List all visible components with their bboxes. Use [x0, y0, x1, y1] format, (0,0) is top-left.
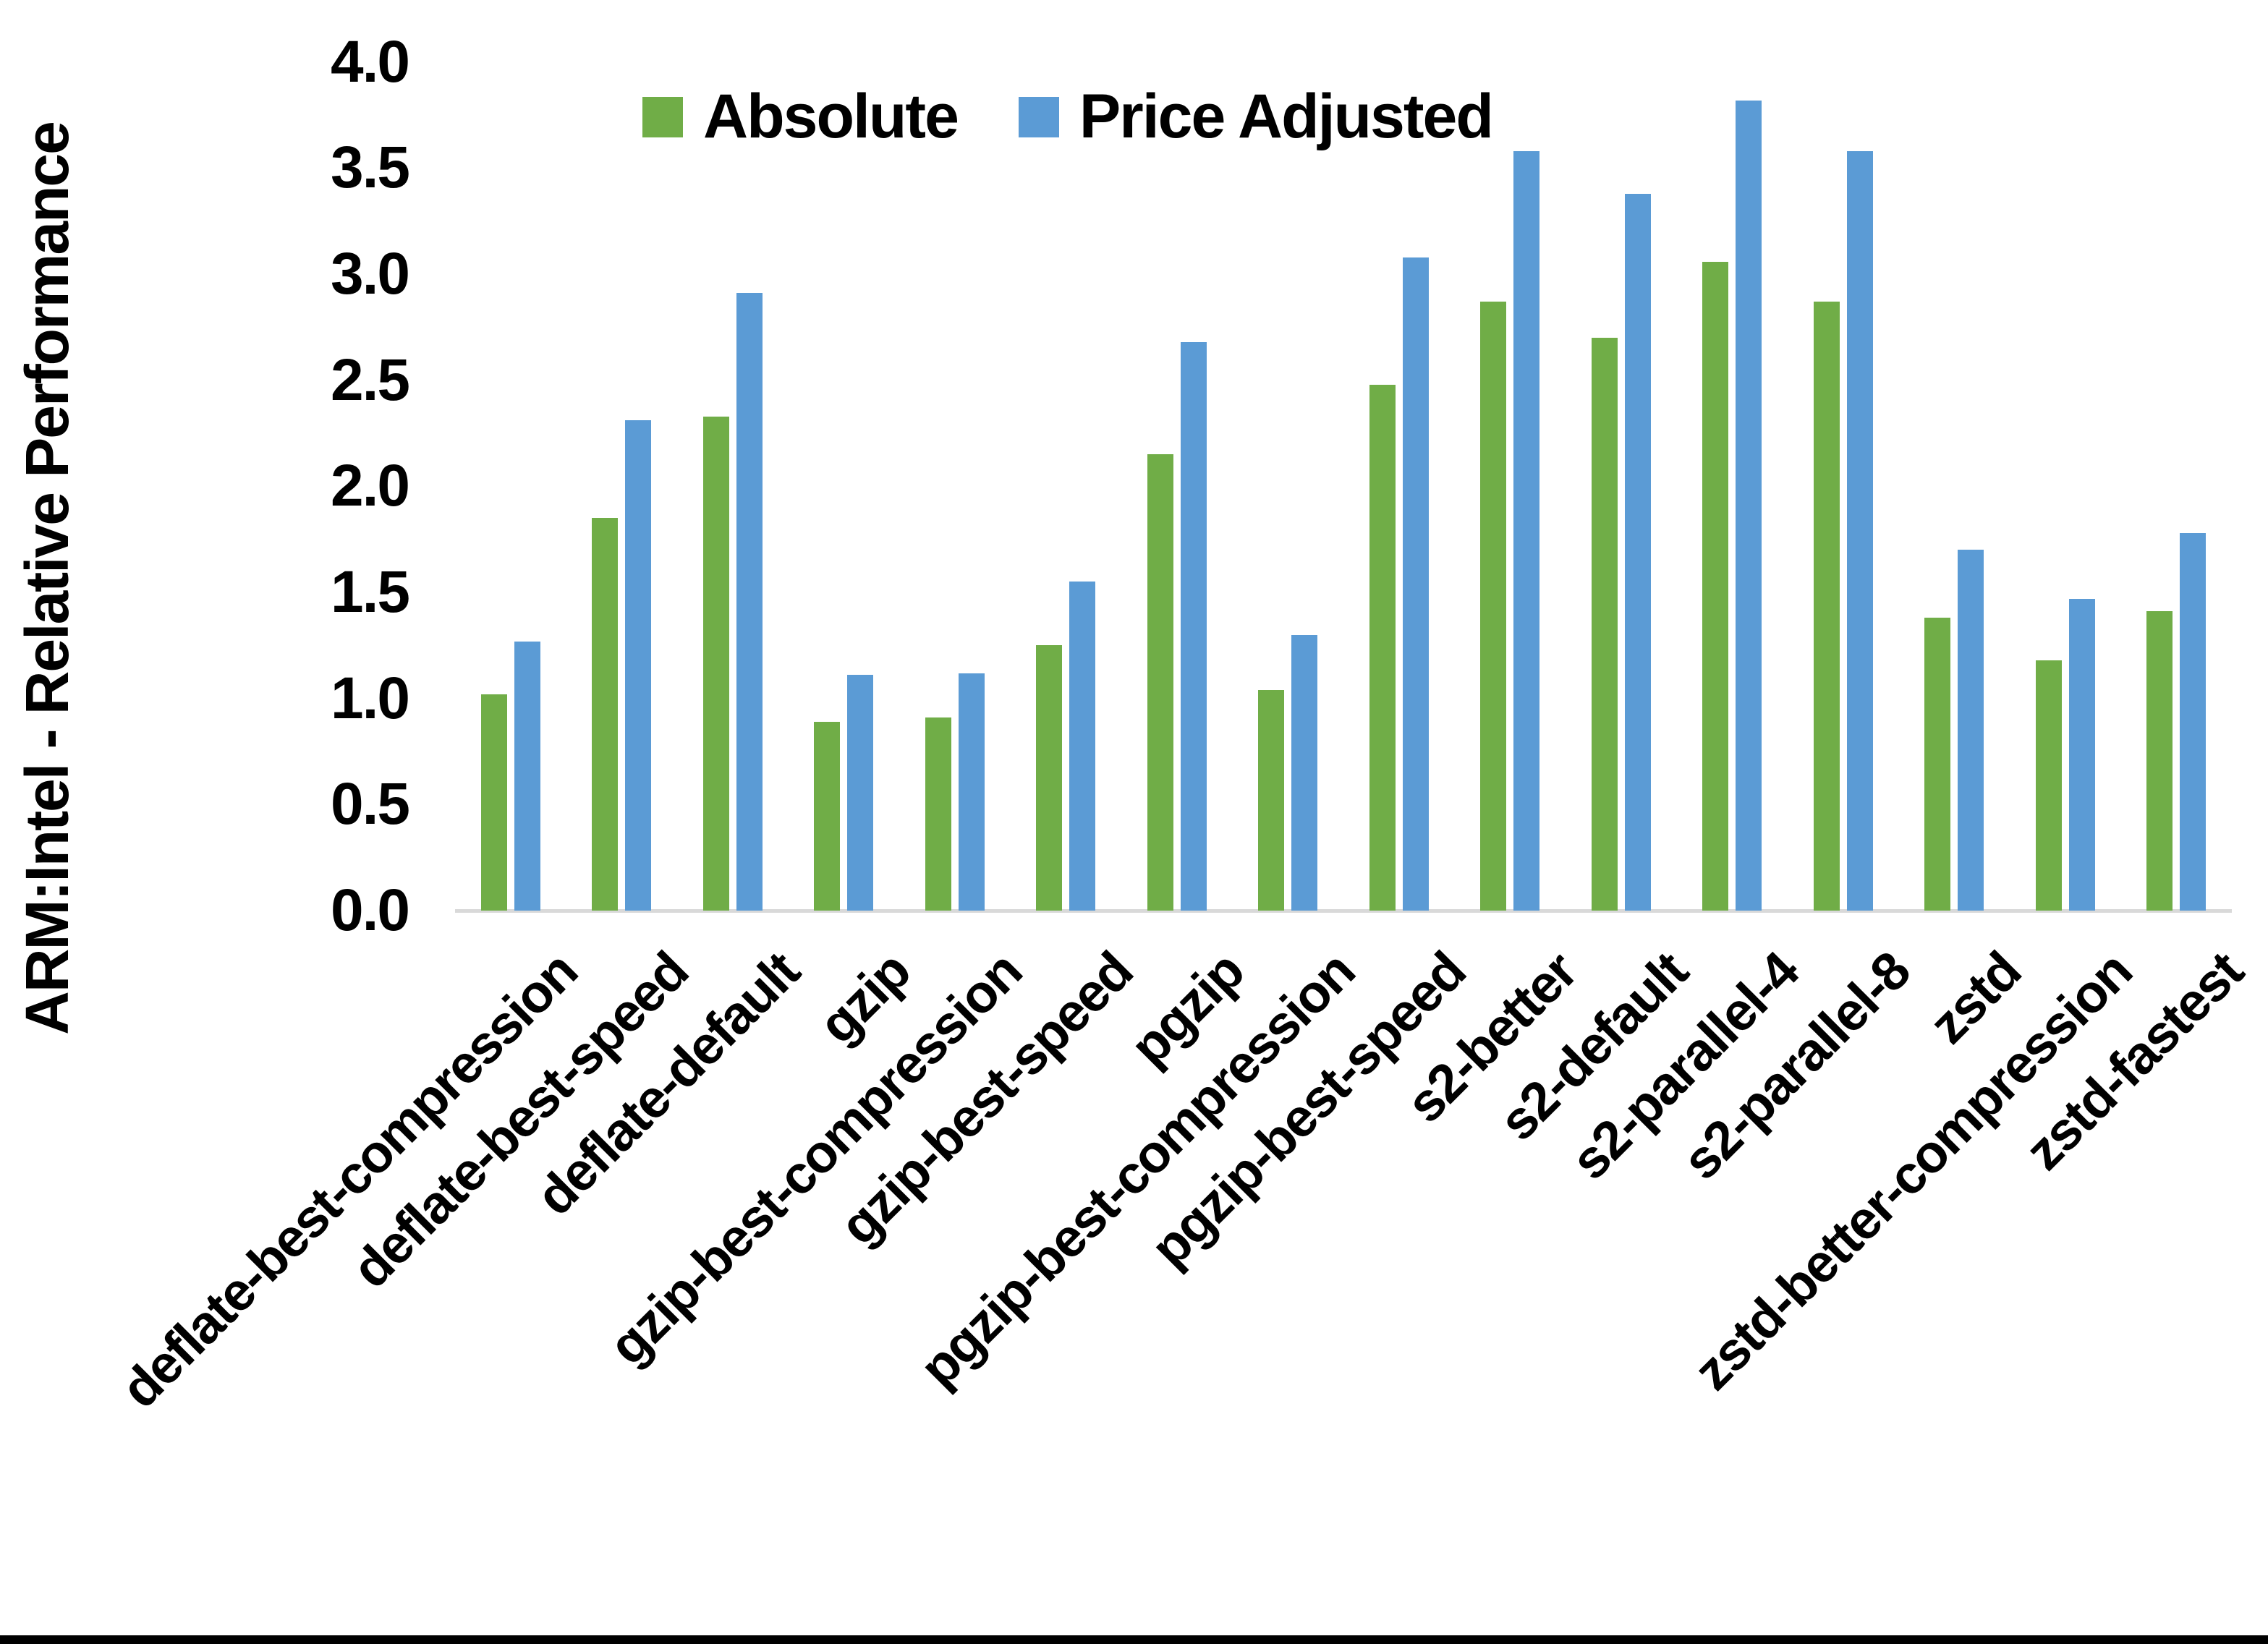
bar-absolute-s2-better — [1480, 302, 1507, 911]
bar-absolute-zstd — [1924, 618, 1951, 911]
legend-swatch-price-adjusted — [1018, 96, 1059, 137]
bar-absolute-gzip-best-speed — [1036, 645, 1063, 911]
bar-absolute-gzip-best-compression — [925, 717, 951, 911]
y-tick-label-4.0: 4.0 — [331, 28, 410, 95]
bar-price-adjusted-deflate-default — [736, 293, 763, 911]
legend: Absolute Price Adjusted — [642, 81, 1494, 153]
bar-price-adjusted-deflate-best-compression — [514, 641, 540, 911]
bar-absolute-gzip — [814, 721, 841, 911]
bar-absolute-zstd-better-compression — [2035, 660, 2062, 911]
bar-absolute-s2-parallel-4 — [1702, 261, 1729, 911]
bar-price-adjusted-gzip-best-speed — [1069, 582, 1096, 911]
y-tick-label-0.5: 0.5 — [331, 771, 410, 838]
y-tick-label-1.0: 1.0 — [331, 665, 410, 731]
bar-absolute-pgzip-best-compression — [1258, 689, 1285, 911]
y-tick-label-2.0: 2.0 — [331, 453, 410, 519]
legend-item-absolute: Absolute — [642, 81, 959, 153]
y-tick-label-0.0: 0.0 — [331, 877, 410, 943]
bar-price-adjusted-pgzip-best-speed — [1402, 257, 1429, 911]
bar-price-adjusted-s2-default — [1624, 193, 1651, 911]
bar-absolute-s2-parallel-8 — [1813, 302, 1840, 911]
x-category-label-deflate-best-compression: deflate-best-compression — [109, 940, 589, 1420]
bar-price-adjusted-zstd-better-compression — [2068, 598, 2095, 911]
legend-label-price-adjusted: Price Adjusted — [1079, 82, 1494, 151]
bar-price-adjusted-zstd — [1958, 550, 1984, 911]
bar-absolute-deflate-best-speed — [592, 518, 619, 911]
bar-absolute-deflate-default — [702, 416, 729, 911]
bar-price-adjusted-pgzip — [1180, 341, 1207, 911]
x-axis-line — [455, 909, 2232, 913]
y-tick-label-1.5: 1.5 — [331, 559, 410, 626]
bar-price-adjusted-pgzip-best-compression — [1291, 634, 1318, 911]
bar-price-adjusted-zstd-fastest — [2180, 532, 2207, 911]
bar-absolute-s2-default — [1591, 338, 1618, 911]
bottom-border — [0, 1635, 2268, 1644]
legend-swatch-absolute — [642, 96, 683, 137]
y-tick-label-3.0: 3.0 — [331, 241, 410, 307]
bar-absolute-pgzip-best-speed — [1369, 384, 1396, 911]
legend-label-absolute: Absolute — [703, 82, 959, 151]
bar-price-adjusted-s2-parallel-4 — [1736, 100, 1762, 911]
bar-price-adjusted-s2-better — [1513, 150, 1540, 911]
bar-price-adjusted-s2-parallel-8 — [1846, 150, 1873, 911]
bar-absolute-zstd-fastest — [2146, 611, 2173, 911]
legend-item-price-adjusted: Price Adjusted — [1018, 81, 1494, 153]
bar-price-adjusted-gzip — [847, 675, 874, 911]
bar-absolute-pgzip — [1147, 454, 1173, 911]
y-tick-label-3.5: 3.5 — [331, 135, 410, 201]
bar-price-adjusted-deflate-best-speed — [625, 420, 652, 911]
bar-absolute-deflate-best-compression — [480, 694, 507, 911]
y-tick-label-2.5: 2.5 — [331, 346, 410, 413]
bar-price-adjusted-gzip-best-compression — [958, 673, 985, 911]
